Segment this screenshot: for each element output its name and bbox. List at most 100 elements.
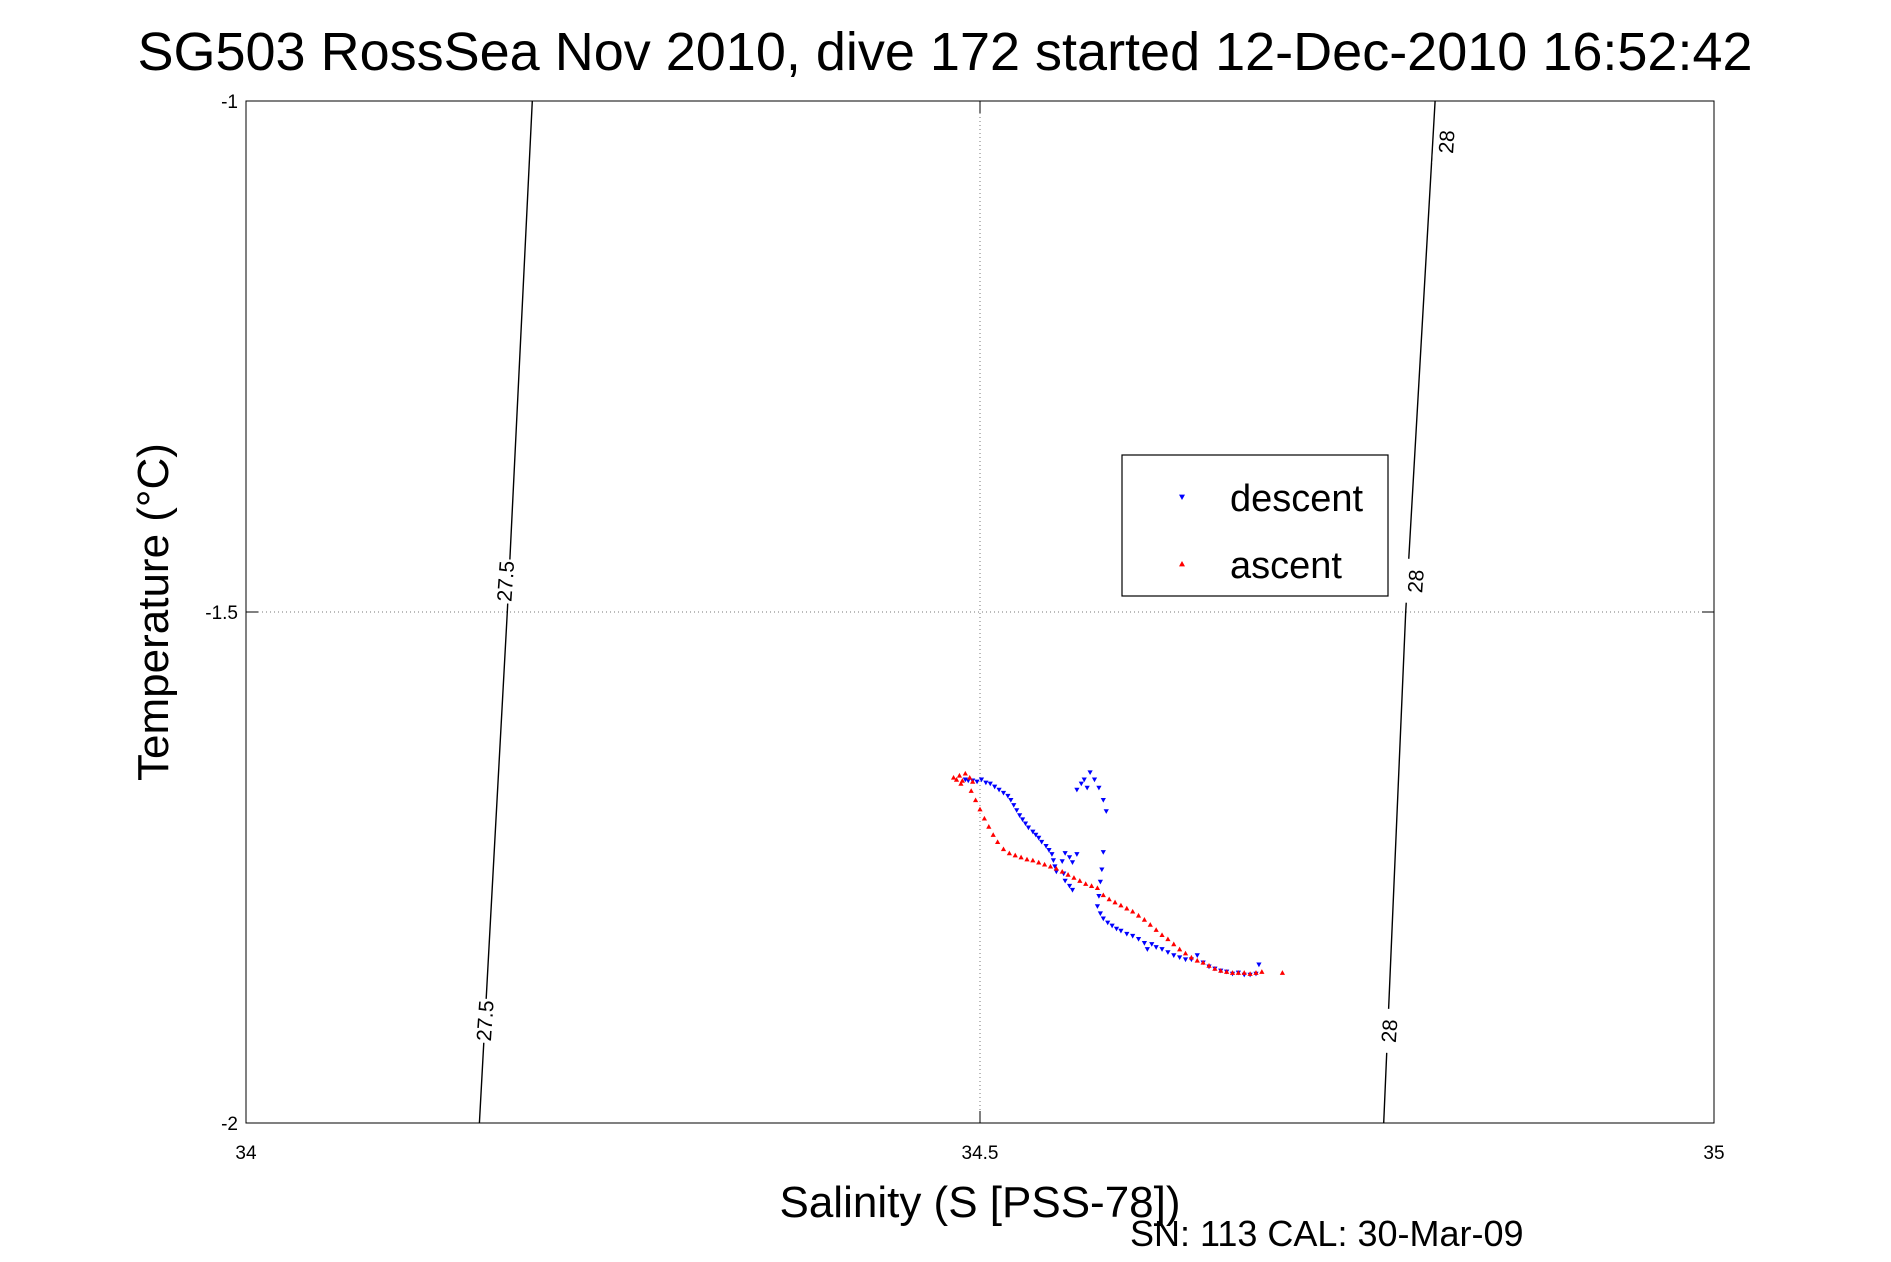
data-point-descent	[1062, 878, 1068, 884]
contour-label-text: 27.5	[473, 1000, 499, 1042]
data-point-ascent	[1135, 912, 1142, 918]
data-point-ascent	[1036, 859, 1042, 865]
data-point-descent	[1036, 835, 1042, 841]
data-point-descent	[1078, 781, 1084, 787]
x-tick-label: 34	[235, 1143, 257, 1164]
contour-label-text: 28	[1435, 129, 1460, 154]
data-point-descent	[1043, 843, 1049, 849]
series-ascent	[950, 770, 1286, 976]
data-point-descent	[1097, 911, 1103, 917]
data-point-descent	[1000, 790, 1007, 796]
data-point-ascent	[1012, 852, 1018, 858]
data-point-descent	[1019, 817, 1026, 823]
data-point-descent	[1066, 883, 1073, 889]
data-point-descent	[1182, 957, 1189, 963]
data-point-descent	[1074, 852, 1080, 857]
legend: descent ascent	[1121, 454, 1389, 597]
data-point-descent	[983, 780, 989, 786]
data-point-descent	[1039, 839, 1045, 845]
data-point-descent	[1025, 825, 1032, 831]
data-point-descent	[1171, 953, 1177, 958]
density-contours: 27.5 27.5 28 28 28	[470, 100, 1462, 1124]
contour-label: 27.5	[491, 558, 521, 605]
contour-label: 28	[1432, 119, 1462, 165]
data-point-ascent	[1024, 856, 1030, 862]
data-point-ascent	[1224, 969, 1230, 974]
data-point-descent	[1087, 770, 1093, 776]
data-point-descent	[1066, 855, 1073, 860]
data-point-ascent	[1153, 927, 1159, 932]
y-tick-label: -1	[221, 92, 238, 113]
data-point-descent	[965, 778, 971, 784]
data-series	[950, 770, 1286, 978]
data-point-ascent	[950, 774, 957, 780]
data-point-descent	[1011, 803, 1017, 808]
data-point-ascent	[1200, 959, 1206, 965]
legend-label-descent: descent	[1230, 478, 1364, 520]
data-point-descent	[1096, 894, 1102, 899]
data-point-descent	[1100, 797, 1106, 803]
data-point-ascent	[1182, 950, 1189, 956]
data-point-descent	[1144, 947, 1150, 952]
data-point-descent	[1194, 953, 1200, 958]
data-point-descent	[1118, 928, 1124, 934]
data-point-ascent	[1118, 902, 1124, 908]
data-point-ascent	[1188, 954, 1194, 960]
data-point-descent	[1177, 955, 1183, 961]
legend-label-ascent: ascent	[1230, 545, 1342, 587]
data-point-descent	[1074, 787, 1080, 793]
y-tick-label: -2	[221, 1114, 238, 1135]
data-point-descent	[1017, 813, 1023, 818]
data-point-descent	[978, 777, 985, 783]
data-point-ascent	[1177, 946, 1183, 952]
data-point-ascent	[1100, 892, 1106, 898]
data-point-ascent	[1088, 883, 1095, 888]
data-point-ascent	[967, 774, 973, 780]
data-point-ascent	[968, 788, 974, 793]
data-point-ascent	[981, 815, 988, 821]
data-point-ascent	[1071, 875, 1077, 880]
contour-label: 28	[1375, 1008, 1405, 1054]
legend-marker-descent	[1179, 494, 1185, 500]
contour-label-text: 28	[1404, 569, 1429, 594]
data-point-descent	[996, 787, 1002, 793]
legend-marker-ascent	[1179, 561, 1185, 567]
data-point-descent	[1084, 785, 1090, 791]
data-point-ascent	[1130, 908, 1136, 914]
data-point-ascent	[1141, 917, 1148, 922]
data-point-descent	[1135, 936, 1142, 942]
data-point-descent	[1149, 942, 1155, 947]
data-point-ascent	[977, 806, 983, 812]
data-point-descent	[1100, 916, 1106, 922]
data-point-descent	[1130, 933, 1136, 939]
data-point-descent	[1165, 950, 1171, 955]
data-point-ascent	[1047, 863, 1054, 869]
x-tick-label: 35	[1703, 1143, 1724, 1164]
data-point-descent	[1097, 879, 1103, 885]
data-point-ascent	[1241, 970, 1247, 975]
data-point-ascent	[1218, 968, 1224, 973]
data-point-descent	[1103, 809, 1109, 814]
data-point-ascent	[962, 770, 968, 776]
data-point-descent	[1091, 777, 1098, 783]
serial-cal-footer: SN: 113 CAL: 30-Mar-09	[1130, 1213, 1524, 1254]
data-point-ascent	[1077, 878, 1083, 883]
data-point-descent	[987, 781, 993, 787]
data-point-ascent	[1083, 881, 1089, 886]
contour-label: 28	[1401, 558, 1431, 605]
data-point-ascent	[1235, 970, 1241, 975]
contour-label-text: 27.5	[493, 560, 519, 602]
data-point-descent	[1159, 947, 1165, 952]
density-contour-line	[1383, 100, 1436, 1124]
data-point-ascent	[1112, 899, 1118, 905]
data-point-ascent	[1194, 957, 1200, 963]
data-point-ascent	[1147, 922, 1153, 927]
data-point-descent	[1030, 829, 1036, 835]
data-point-descent	[1100, 850, 1106, 855]
data-point-ascent	[970, 779, 976, 784]
data-point-descent	[974, 779, 980, 785]
data-point-descent	[1049, 852, 1055, 857]
data-point-descent	[1008, 797, 1014, 803]
data-point-descent	[1053, 869, 1059, 875]
